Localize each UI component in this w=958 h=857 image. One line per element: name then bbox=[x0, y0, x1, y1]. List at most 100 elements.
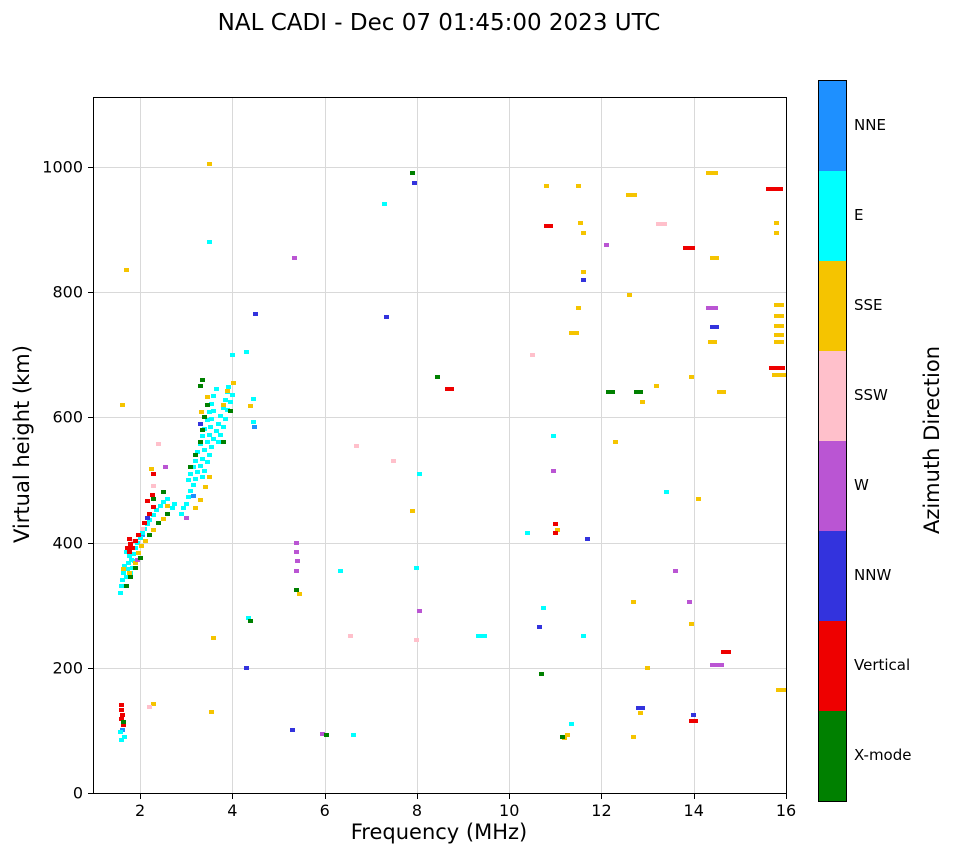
data-point bbox=[350, 733, 356, 738]
colorbar-segment-e bbox=[819, 171, 846, 261]
data-point bbox=[123, 574, 129, 579]
data-point bbox=[192, 459, 198, 464]
data-point bbox=[139, 526, 145, 531]
data-point bbox=[218, 414, 224, 419]
data-point bbox=[354, 443, 360, 448]
data-point bbox=[338, 568, 344, 573]
data-point bbox=[121, 734, 127, 739]
data-point bbox=[686, 600, 692, 605]
data-point bbox=[204, 460, 210, 465]
data-point bbox=[226, 385, 232, 390]
data-point bbox=[631, 600, 637, 605]
data-point bbox=[229, 392, 235, 397]
gridline-horizontal bbox=[94, 542, 786, 544]
data-point bbox=[775, 687, 786, 692]
gridline-vertical bbox=[509, 98, 511, 793]
data-point bbox=[146, 705, 152, 710]
data-point bbox=[119, 708, 125, 713]
data-point bbox=[197, 464, 203, 469]
data-point bbox=[640, 399, 646, 404]
data-point bbox=[163, 465, 168, 470]
data-point bbox=[199, 474, 205, 479]
data-point bbox=[192, 506, 198, 511]
data-point bbox=[706, 305, 718, 310]
data-point bbox=[475, 634, 488, 639]
data-point bbox=[559, 734, 565, 739]
colorbar-label-ssw: SSW bbox=[854, 386, 888, 404]
data-point bbox=[222, 397, 228, 402]
data-point bbox=[689, 718, 699, 723]
data-point bbox=[575, 183, 581, 188]
data-point bbox=[252, 312, 258, 316]
data-point bbox=[538, 672, 544, 677]
data-point bbox=[123, 549, 129, 554]
data-point bbox=[169, 506, 175, 511]
data-point bbox=[638, 710, 644, 715]
colorbar-segment-vertical bbox=[819, 621, 846, 711]
data-point bbox=[120, 712, 126, 717]
colorbar-label-e: E bbox=[854, 206, 864, 224]
data-point bbox=[709, 662, 724, 667]
data-point bbox=[126, 549, 132, 554]
data-point bbox=[227, 400, 233, 405]
data-point bbox=[206, 161, 212, 166]
data-point bbox=[774, 332, 784, 337]
data-point bbox=[203, 485, 209, 490]
colorbar-segment-sse bbox=[819, 261, 846, 351]
x-axis-label: Frequency (MHz) bbox=[350, 820, 528, 844]
colorbar-segment-ssw bbox=[819, 351, 846, 441]
x-tick-mark bbox=[232, 794, 234, 799]
data-point bbox=[294, 540, 300, 545]
data-point bbox=[120, 723, 126, 728]
data-point bbox=[603, 243, 609, 248]
y-tick-mark bbox=[88, 793, 93, 794]
data-point bbox=[246, 615, 252, 620]
data-point bbox=[156, 520, 162, 525]
data-point bbox=[211, 437, 217, 442]
data-point bbox=[209, 445, 215, 450]
data-point bbox=[213, 387, 219, 392]
data-point bbox=[626, 293, 632, 298]
colorbar-segment-x-mode bbox=[819, 711, 846, 801]
data-point bbox=[151, 513, 157, 517]
data-point bbox=[585, 537, 591, 542]
colorbar-label-sse: SSE bbox=[854, 296, 883, 314]
data-point bbox=[209, 401, 215, 406]
data-point bbox=[165, 496, 171, 501]
data-point bbox=[206, 452, 212, 457]
data-point bbox=[199, 377, 205, 382]
data-point bbox=[633, 390, 643, 395]
data-point bbox=[204, 418, 210, 423]
x-tick-label: 12 bbox=[591, 801, 612, 820]
data-point bbox=[179, 512, 185, 517]
data-point bbox=[133, 560, 139, 565]
data-point bbox=[536, 625, 542, 630]
gridline-vertical bbox=[140, 98, 142, 793]
data-point bbox=[225, 389, 231, 394]
x-tick-mark bbox=[786, 794, 787, 799]
data-point bbox=[197, 497, 203, 502]
data-point bbox=[137, 535, 143, 540]
data-point bbox=[580, 277, 586, 282]
data-point bbox=[146, 511, 152, 516]
chart-title: NAL CADI - Dec 07 01:45:00 2023 UTC bbox=[217, 10, 661, 36]
data-point bbox=[207, 424, 213, 429]
data-point bbox=[199, 427, 205, 432]
data-point bbox=[691, 712, 697, 717]
data-point bbox=[768, 366, 785, 371]
data-point bbox=[384, 315, 390, 320]
data-point bbox=[774, 302, 784, 307]
data-point bbox=[206, 432, 212, 437]
data-point bbox=[124, 545, 130, 550]
data-point bbox=[568, 330, 579, 335]
colorbar-label-vertical: Vertical bbox=[854, 656, 911, 674]
data-point bbox=[133, 545, 139, 550]
data-point bbox=[663, 490, 669, 495]
colorbar-axis-label: Azimuth Direction bbox=[920, 345, 944, 535]
data-point bbox=[151, 528, 157, 533]
data-point bbox=[541, 606, 547, 611]
colorbar-label-nnw: NNW bbox=[854, 566, 892, 584]
data-point bbox=[230, 380, 236, 385]
data-point bbox=[149, 492, 155, 497]
